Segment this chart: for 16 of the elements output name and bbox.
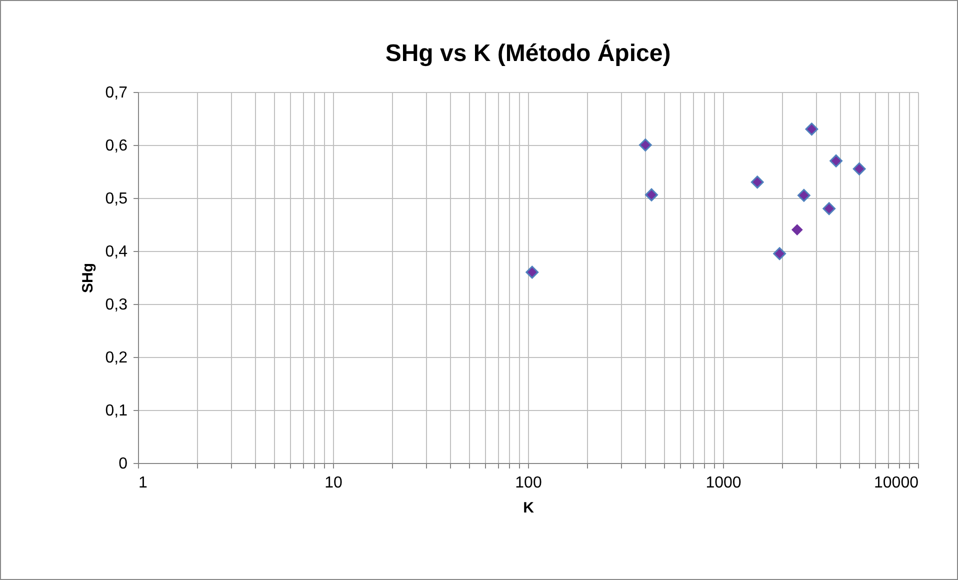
chart-title: SHg vs K (Método Ápice) bbox=[385, 39, 671, 67]
x-tick-label: 10 bbox=[324, 474, 342, 492]
y-tick-label: 0,4 bbox=[105, 244, 128, 260]
y-axis-title: SHg bbox=[79, 263, 96, 293]
y-tick-label: 0,5 bbox=[105, 190, 128, 208]
x-tick-label: 10000 bbox=[874, 474, 919, 492]
y-tick-label: 0,2 bbox=[105, 350, 128, 366]
x-tick-label: 1000 bbox=[706, 474, 742, 492]
y-tick-label: 0,7 bbox=[105, 84, 128, 102]
y-tick-label: 0 bbox=[118, 456, 128, 472]
y-tick-label: 0,3 bbox=[105, 296, 128, 314]
x-axis-title: K bbox=[523, 500, 534, 516]
x-tick-label: 1 bbox=[138, 474, 148, 492]
x-tick-label: 100 bbox=[515, 474, 542, 492]
y-tick-label: 0,1 bbox=[105, 402, 128, 420]
y-tick-label: 0,6 bbox=[105, 138, 128, 154]
